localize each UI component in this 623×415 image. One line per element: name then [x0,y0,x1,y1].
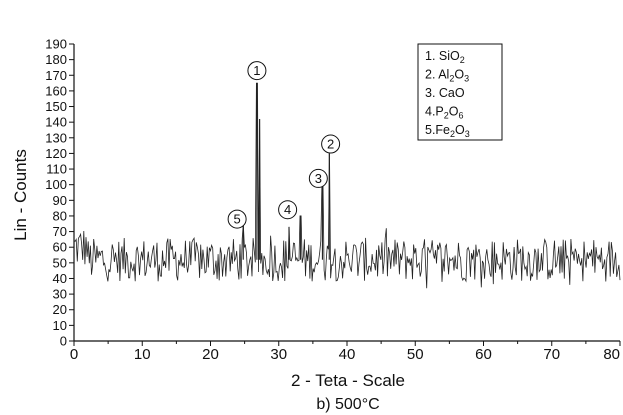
peak-marker-circle [308,168,328,188]
peak-marker-label: 4 [284,202,291,217]
legend-entry: 2. Al2O3 [425,68,469,84]
legend: 1. SiO2 2. Al2O3 3. CaO 4.P2O6 5.Fe2O3 [417,43,503,141]
y-tick-label: 190 [45,37,67,52]
legend-box [417,43,503,141]
peak-marker-label: 3 [315,171,322,186]
series-group [73,82,621,289]
x-axis-label: 2 - Teta - Scale [291,371,405,390]
y-axis-label: Lin - Counts [11,149,30,241]
y-tick-label: 50 [53,255,67,270]
y-tick-label: 110 [46,162,67,177]
figure-caption: b) 500°C [316,396,379,413]
y-tick-label: 0 [60,334,67,349]
y-tick-label: 160 [45,83,67,98]
y-tick-label: 170 [45,68,67,83]
y-tick-label: 150 [45,99,67,114]
y-tick-label: 180 [45,52,67,67]
legend-entry: 1. SiO2 [425,49,465,65]
peak-marker-circle [227,209,247,229]
y-tick-label: 70 [53,224,67,239]
peak-marker-circle [321,134,341,154]
x-tick-label: 80 [603,346,620,363]
y-tick-label: 20 [53,302,67,317]
y-tick-label: 120 [45,146,67,161]
axes [73,44,620,342]
x-tick-label: 30 [270,346,287,363]
x-tick-label: 70 [543,346,560,363]
y-tick-label: 140 [45,115,67,130]
legend-entry: 3. CaO [425,86,465,100]
y-tick-label: 40 [53,271,67,286]
y-tick-label: 60 [53,240,67,255]
y-tick-label: 80 [53,208,67,223]
x-tick-label: 60 [475,346,492,363]
x-tick-label: 40 [339,346,356,363]
y-tick-label: 90 [53,193,67,208]
y-ticks: 0102030405060708090100110120130140150160… [45,37,74,349]
y-tick-label: 130 [45,130,67,145]
y-tick-label: 100 [45,177,67,192]
peak-marker-label: 1 [253,63,260,78]
peak-marker-circle [247,61,267,81]
legend-entry: 5.Fe2O3 [425,123,470,139]
x-tick-label: 20 [202,346,219,363]
y-tick-label: 10 [53,318,67,333]
peak-markers: 1 2 3 4 5 [227,61,341,229]
peak-marker-circle [278,200,298,220]
peak-marker-label: 2 [327,137,334,152]
series-line [73,82,621,289]
x-tick-label: 50 [407,346,424,363]
y-tick-label: 30 [53,287,67,302]
x-tick-label: 0 [70,346,78,363]
legend-entry: 4.P2O6 [425,105,464,121]
peak-marker-label: 5 [234,212,241,227]
x-tick-label: 10 [134,346,151,363]
x-ticks: 0 10 20 30 40 50 60 70 80 [70,341,621,363]
